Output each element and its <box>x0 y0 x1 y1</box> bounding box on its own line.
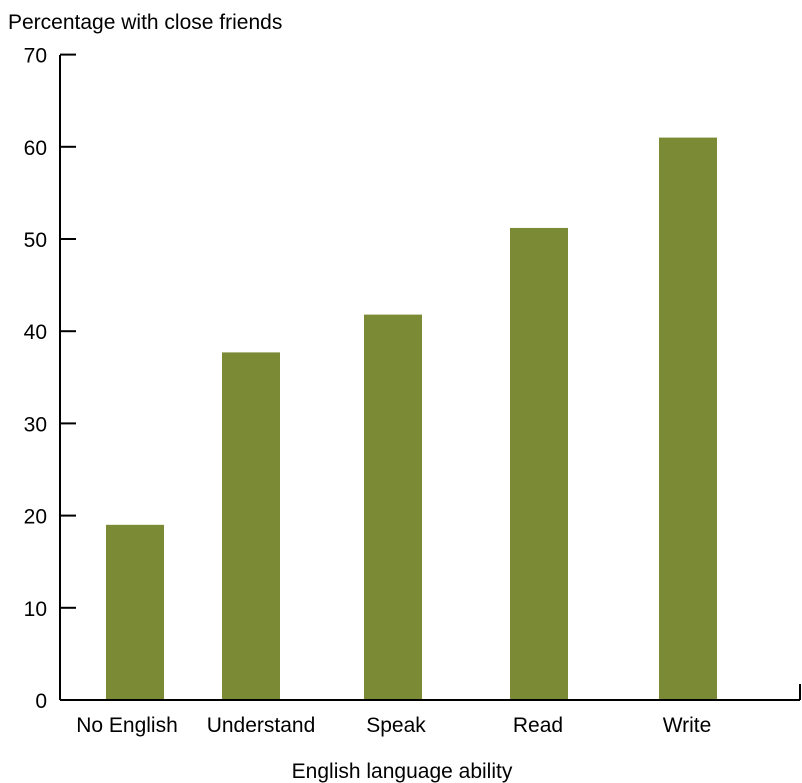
x-axis-labels: No English Understand Speak Read Write <box>76 714 711 737</box>
x-category-label: Speak <box>366 714 426 737</box>
y-tick-label: 0 <box>35 690 47 713</box>
bar-no-english <box>106 524 164 700</box>
y-axis-ticks: 0 10 20 30 40 50 60 70 <box>24 45 76 713</box>
x-category-label: Write <box>663 714 712 737</box>
bar-write <box>659 137 717 700</box>
y-tick-label: 50 <box>24 229 47 252</box>
y-tick-label: 30 <box>24 413 47 436</box>
y-axis-title: Percentage with close friends <box>8 11 282 34</box>
bars-group <box>106 137 717 700</box>
y-tick-label: 40 <box>24 321 47 344</box>
y-tick-label: 60 <box>24 137 47 160</box>
x-category-label: No English <box>76 714 178 737</box>
y-tick-label: 20 <box>24 506 47 529</box>
bar-read <box>510 227 568 700</box>
x-category-label: Understand <box>207 714 316 737</box>
bar-understand <box>222 352 280 700</box>
x-category-label: Read <box>513 714 563 737</box>
x-axis-title: English language ability <box>292 760 513 783</box>
y-tick-label: 10 <box>24 598 47 621</box>
bar-speak <box>364 314 422 700</box>
y-tick-label: 70 <box>24 45 47 68</box>
